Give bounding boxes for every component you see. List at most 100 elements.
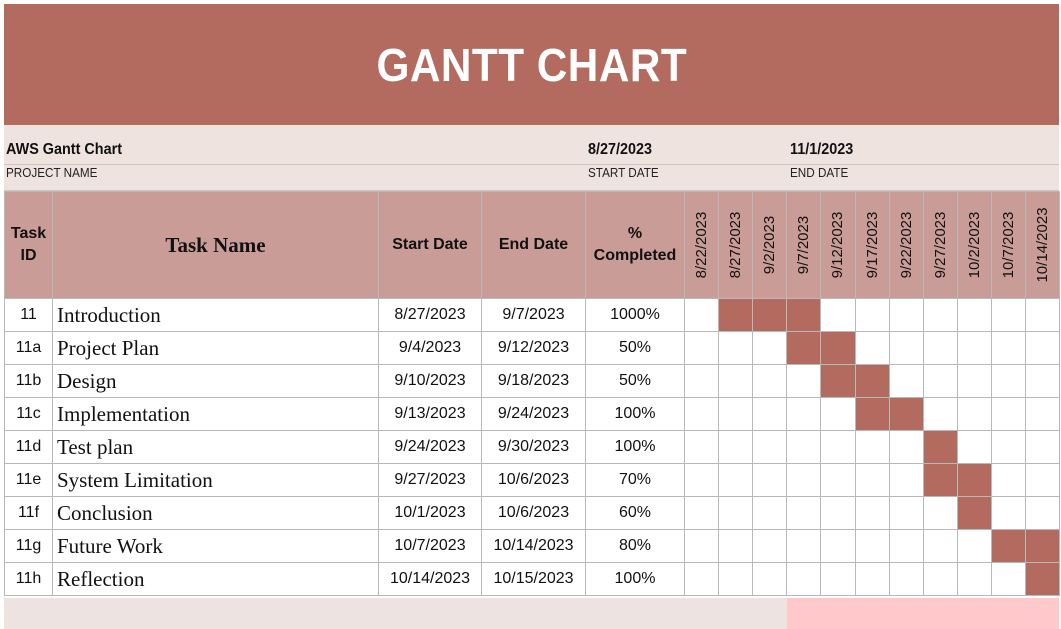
task-percent-cell[interactable]: 50%	[585, 331, 685, 365]
task-id-cell[interactable]: 11g	[4, 529, 53, 563]
timeline-cell[interactable]	[889, 298, 924, 332]
task-end-cell[interactable]: 10/6/2023	[481, 463, 586, 497]
timeline-cell[interactable]	[855, 463, 890, 497]
task-name-cell[interactable]: Test plan	[52, 430, 379, 464]
task-percent-cell[interactable]: 100%	[585, 562, 685, 596]
timeline-cell[interactable]	[889, 331, 924, 365]
gantt-bar-cell[interactable]	[923, 463, 958, 497]
timeline-cell[interactable]	[718, 529, 753, 563]
gantt-bar-cell[interactable]	[855, 364, 890, 398]
gantt-bar-cell[interactable]	[1025, 529, 1060, 563]
task-end-cell[interactable]: 9/18/2023	[481, 364, 586, 398]
task-percent-cell[interactable]: 1000%	[585, 298, 685, 332]
timeline-cell[interactable]	[957, 364, 992, 398]
gantt-bar-cell[interactable]	[991, 529, 1026, 563]
task-name-cell[interactable]: Design	[52, 364, 379, 398]
timeline-cell[interactable]	[718, 562, 753, 596]
task-percent-cell[interactable]: 70%	[585, 463, 685, 497]
task-name-cell[interactable]: Conclusion	[52, 496, 379, 530]
task-start-cell[interactable]: 8/27/2023	[378, 298, 482, 332]
timeline-cell[interactable]	[889, 496, 924, 530]
task-percent-cell[interactable]: 100%	[585, 397, 685, 431]
gantt-bar-cell[interactable]	[923, 430, 958, 464]
task-name-cell[interactable]: Project Plan	[52, 331, 379, 365]
timeline-cell[interactable]	[957, 430, 992, 464]
timeline-cell[interactable]	[1025, 397, 1060, 431]
timeline-cell[interactable]	[820, 298, 856, 332]
gantt-bar-cell[interactable]	[889, 397, 924, 431]
timeline-cell[interactable]	[752, 529, 787, 563]
timeline-cell[interactable]	[752, 331, 787, 365]
timeline-cell[interactable]	[855, 298, 890, 332]
task-start-cell[interactable]: 9/27/2023	[378, 463, 482, 497]
task-start-cell[interactable]: 9/13/2023	[378, 397, 482, 431]
timeline-cell[interactable]	[752, 496, 787, 530]
timeline-cell[interactable]	[923, 496, 958, 530]
timeline-cell[interactable]	[820, 496, 856, 530]
task-id-cell[interactable]: 11d	[4, 430, 53, 464]
task-start-cell[interactable]: 10/1/2023	[378, 496, 482, 530]
timeline-cell[interactable]	[889, 529, 924, 563]
timeline-cell[interactable]	[923, 529, 958, 563]
timeline-cell[interactable]	[820, 562, 856, 596]
task-id-cell[interactable]: 11	[4, 298, 53, 332]
timeline-cell[interactable]	[957, 331, 992, 365]
task-end-cell[interactable]: 10/14/2023	[481, 529, 586, 563]
task-start-cell[interactable]: 10/14/2023	[378, 562, 482, 596]
timeline-cell[interactable]	[889, 364, 924, 398]
timeline-cell[interactable]	[752, 397, 787, 431]
task-id-cell[interactable]: 11b	[4, 364, 53, 398]
timeline-cell[interactable]	[820, 463, 856, 497]
task-percent-cell[interactable]: 80%	[585, 529, 685, 563]
task-end-cell[interactable]: 9/7/2023	[481, 298, 586, 332]
task-id-cell[interactable]: 11f	[4, 496, 53, 530]
timeline-cell[interactable]	[718, 463, 753, 497]
timeline-cell[interactable]	[923, 331, 958, 365]
timeline-cell[interactable]	[752, 463, 787, 497]
timeline-cell[interactable]	[718, 430, 753, 464]
timeline-cell[interactable]	[1025, 364, 1060, 398]
timeline-cell[interactable]	[684, 496, 719, 530]
timeline-cell[interactable]	[820, 529, 856, 563]
timeline-cell[interactable]	[684, 430, 719, 464]
timeline-cell[interactable]	[855, 430, 890, 464]
task-end-cell[interactable]: 10/6/2023	[481, 496, 586, 530]
project-name-value[interactable]: AWS Gantt Chart	[6, 141, 123, 158]
timeline-cell[interactable]	[684, 529, 719, 563]
timeline-cell[interactable]	[855, 496, 890, 530]
timeline-cell[interactable]	[957, 397, 992, 431]
timeline-cell[interactable]	[855, 529, 890, 563]
timeline-cell[interactable]	[786, 496, 821, 530]
timeline-cell[interactable]	[855, 331, 890, 365]
timeline-cell[interactable]	[820, 397, 856, 431]
timeline-cell[interactable]	[991, 298, 1026, 332]
gantt-bar-cell[interactable]	[820, 364, 856, 398]
timeline-cell[interactable]	[991, 430, 1026, 464]
timeline-cell[interactable]	[991, 496, 1026, 530]
timeline-cell[interactable]	[957, 298, 992, 332]
gantt-bar-cell[interactable]	[957, 463, 992, 497]
timeline-cell[interactable]	[786, 463, 821, 497]
task-end-cell[interactable]: 10/15/2023	[481, 562, 586, 596]
timeline-cell[interactable]	[684, 397, 719, 431]
task-id-cell[interactable]: 11c	[4, 397, 53, 431]
task-percent-cell[interactable]: 100%	[585, 430, 685, 464]
gantt-bar-cell[interactable]	[752, 298, 787, 332]
gantt-bar-cell[interactable]	[786, 331, 821, 365]
timeline-cell[interactable]	[786, 562, 821, 596]
timeline-cell[interactable]	[786, 397, 821, 431]
gantt-bar-cell[interactable]	[786, 298, 821, 332]
task-start-cell[interactable]: 9/10/2023	[378, 364, 482, 398]
gantt-bar-cell[interactable]	[1025, 562, 1060, 596]
task-name-cell[interactable]: Future Work	[52, 529, 379, 563]
timeline-cell[interactable]	[752, 430, 787, 464]
task-start-cell[interactable]: 10/7/2023	[378, 529, 482, 563]
timeline-cell[interactable]	[684, 562, 719, 596]
task-id-cell[interactable]: 11h	[4, 562, 53, 596]
task-start-cell[interactable]: 9/24/2023	[378, 430, 482, 464]
timeline-cell[interactable]	[786, 364, 821, 398]
timeline-cell[interactable]	[1025, 496, 1060, 530]
gantt-bar-cell[interactable]	[855, 397, 890, 431]
timeline-cell[interactable]	[1025, 331, 1060, 365]
timeline-cell[interactable]	[718, 331, 753, 365]
